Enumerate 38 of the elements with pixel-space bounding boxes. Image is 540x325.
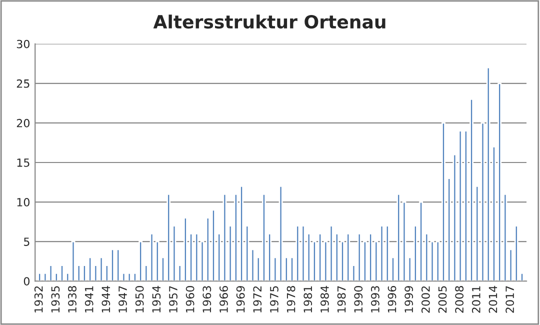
- y-tick-label: 10: [17, 198, 30, 206]
- x-tick-label: 1966: [220, 286, 228, 312]
- y-tick-label: 15: [17, 158, 30, 167]
- y-tick-label: 25: [16, 79, 30, 88]
- x-tick-label: 2011: [472, 286, 480, 313]
- x-tick-label: 1987: [337, 286, 346, 312]
- y-tick-label: 0: [24, 277, 30, 286]
- chart-title: Altersstruktur Ortenau: [153, 14, 386, 29]
- x-tick-label: 1935: [51, 286, 60, 312]
- x-tick-label: 2002: [421, 286, 430, 313]
- bar: [99, 256, 104, 282]
- x-tick-label: 1938: [68, 286, 76, 312]
- x-tick-label: 1993: [370, 286, 380, 312]
- x-tick-label: 2008: [455, 286, 464, 313]
- x-tick-label: 1960: [186, 286, 194, 312]
- x-tick-label: 1969: [236, 286, 245, 312]
- x-tick-label: 1947: [118, 286, 127, 312]
- x-tick-label: 1957: [169, 286, 178, 312]
- x-tick-label: 1984: [320, 286, 329, 312]
- x-tick-label: 2017: [506, 286, 514, 313]
- y-tick-label: 30: [16, 40, 30, 48]
- y-tick-label: 5: [24, 238, 30, 246]
- x-tick-label: 2005: [438, 286, 447, 313]
- x-tick-label: 1981: [304, 286, 312, 312]
- x-tick-label: 1996: [388, 286, 396, 312]
- x-tick-label: 1999: [404, 286, 414, 312]
- x-tick-label: 1932: [34, 286, 43, 312]
- x-tick-label: 1941: [84, 286, 94, 312]
- x-tick-label: 1954: [152, 286, 161, 312]
- x-tick-label: 1944: [102, 286, 110, 312]
- x-tick-label: 1950: [135, 286, 144, 312]
- x-tick-label: 2014: [488, 286, 498, 313]
- x-tick-label: 1978: [286, 286, 296, 312]
- x-tick-label: 1963: [202, 286, 212, 312]
- x-tick-label: 1975: [270, 286, 278, 312]
- x-tick-label: 1972: [253, 286, 262, 312]
- x-tick-label: 1990: [354, 286, 363, 312]
- y-tick-label: 20: [16, 118, 30, 128]
